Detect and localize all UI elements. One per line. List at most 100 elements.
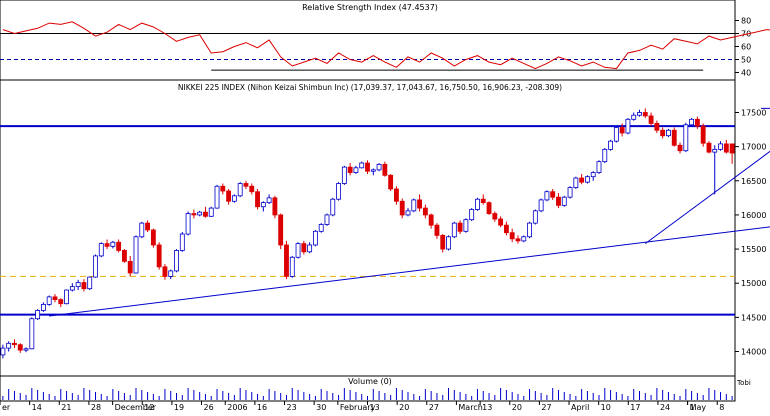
price-candle-body (596, 161, 602, 173)
price-candle-body (434, 224, 440, 236)
price-candle-body (52, 296, 58, 301)
price-candle-body (648, 115, 654, 124)
price-tick-label: 15000 (741, 279, 766, 288)
price-candle-body (40, 303, 46, 311)
price-candle-body (544, 191, 550, 201)
volume-axis-note: Tobi (736, 379, 751, 387)
price-candle-body (81, 282, 87, 290)
price-candle-body (243, 183, 249, 187)
price-candle-body (29, 318, 35, 350)
price-candle-body (451, 222, 457, 238)
price-candle-body (214, 185, 220, 209)
price-candle-body (191, 213, 197, 216)
price-candle-body (127, 260, 133, 274)
price-candle-body (515, 238, 521, 242)
price-candle-body (463, 219, 469, 232)
x-tick-label: 23 (287, 403, 297, 412)
price-candle-body (388, 174, 394, 190)
price-candle-body (718, 143, 723, 150)
price-candle-body (683, 124, 689, 152)
price-candle-body (509, 232, 515, 240)
price-candle-body (260, 202, 266, 208)
price-candle-body (370, 169, 376, 172)
price-candle-body (602, 148, 608, 163)
x-tick-label: 20 (399, 403, 409, 412)
price-candle-body (139, 222, 145, 238)
x-tick-label: 13 (370, 403, 380, 412)
rsi-line (2, 21, 770, 70)
price-candle-body (422, 207, 428, 216)
price-candle-body (208, 207, 214, 217)
price-candle-body (220, 185, 226, 192)
rsi-tick-label: 80 (741, 17, 751, 26)
price-candle-body (503, 224, 509, 234)
x-tick-label: 27 (429, 403, 439, 412)
x-tick-label: 16 (257, 403, 267, 412)
price-candle-body (446, 236, 451, 250)
rsi-tick-label: 60 (741, 43, 751, 52)
price-candle-body (538, 199, 544, 212)
x-tick-label: 21 (61, 403, 71, 412)
x-tick-label: December (115, 403, 157, 412)
x-tick-label: 17 (630, 403, 640, 412)
price-candle-body (179, 233, 185, 251)
x-tick-label: 10 (601, 403, 611, 412)
price-title: NIKKEI 225 INDEX (Nihon Keizai Shimbun I… (178, 83, 562, 92)
price-candle-body (168, 270, 174, 277)
price-candle-body (23, 348, 29, 351)
x-tick-label: er (2, 403, 11, 412)
price-tick-label: 16000 (741, 211, 766, 220)
price-tick-label: 15500 (741, 245, 766, 254)
x-tick-label: 26 (204, 403, 214, 412)
price-candle-body (295, 243, 301, 258)
price-candle-body (17, 344, 23, 351)
price-candle-body (110, 241, 116, 247)
price-candle-body (706, 142, 712, 153)
price-candle-body (590, 172, 596, 178)
price-candle-body (700, 125, 706, 144)
price-candle-body (405, 210, 411, 216)
price-candle-body (567, 187, 573, 198)
x-tick-label: April (571, 403, 589, 412)
price-candle-body (249, 185, 255, 193)
price-candle-body (712, 148, 718, 153)
price-candle-body (619, 127, 625, 134)
price-candle-body (584, 176, 590, 183)
price-candle-body (365, 162, 370, 172)
price-candle-body (608, 140, 613, 150)
price-candle-body (162, 266, 168, 277)
price-candle-body (6, 342, 12, 349)
rsi-tick-label: 40 (741, 69, 751, 78)
price-candle-body (613, 127, 619, 142)
rsi-title: Relative Strength Index (47.4537) (302, 3, 438, 12)
price-candle-body (399, 200, 405, 216)
price-candle-body (145, 222, 151, 231)
x-tick-label: 2006 (227, 403, 247, 412)
price-candle-body (58, 299, 64, 305)
price-candle-body (278, 214, 284, 246)
price-tick-label: 17000 (741, 143, 766, 152)
rsi-tick-label: 50 (741, 56, 751, 65)
price-trend-line (644, 150, 770, 245)
price-candle-body (729, 143, 735, 154)
price-candle-body (87, 276, 93, 290)
price-candle-body (359, 162, 365, 169)
price-candle-body (642, 112, 648, 117)
price-candle-body (156, 244, 162, 268)
price-candle-body (440, 235, 446, 250)
volume-title: Volume (0) (348, 377, 392, 386)
price-candle-body (69, 286, 75, 291)
price-candle-body (226, 190, 232, 202)
price-candle-body (174, 250, 179, 272)
price-candle-body (671, 129, 677, 146)
price-candle-body (353, 167, 359, 173)
price-candle-body (556, 196, 561, 206)
x-tick-label: 28 (91, 403, 101, 412)
x-tick-label: 13 (482, 403, 492, 412)
price-candle-body (486, 202, 492, 214)
x-tick-label: 24 (660, 403, 670, 412)
x-tick-label: May (690, 403, 707, 412)
price-candle-body (550, 191, 556, 198)
